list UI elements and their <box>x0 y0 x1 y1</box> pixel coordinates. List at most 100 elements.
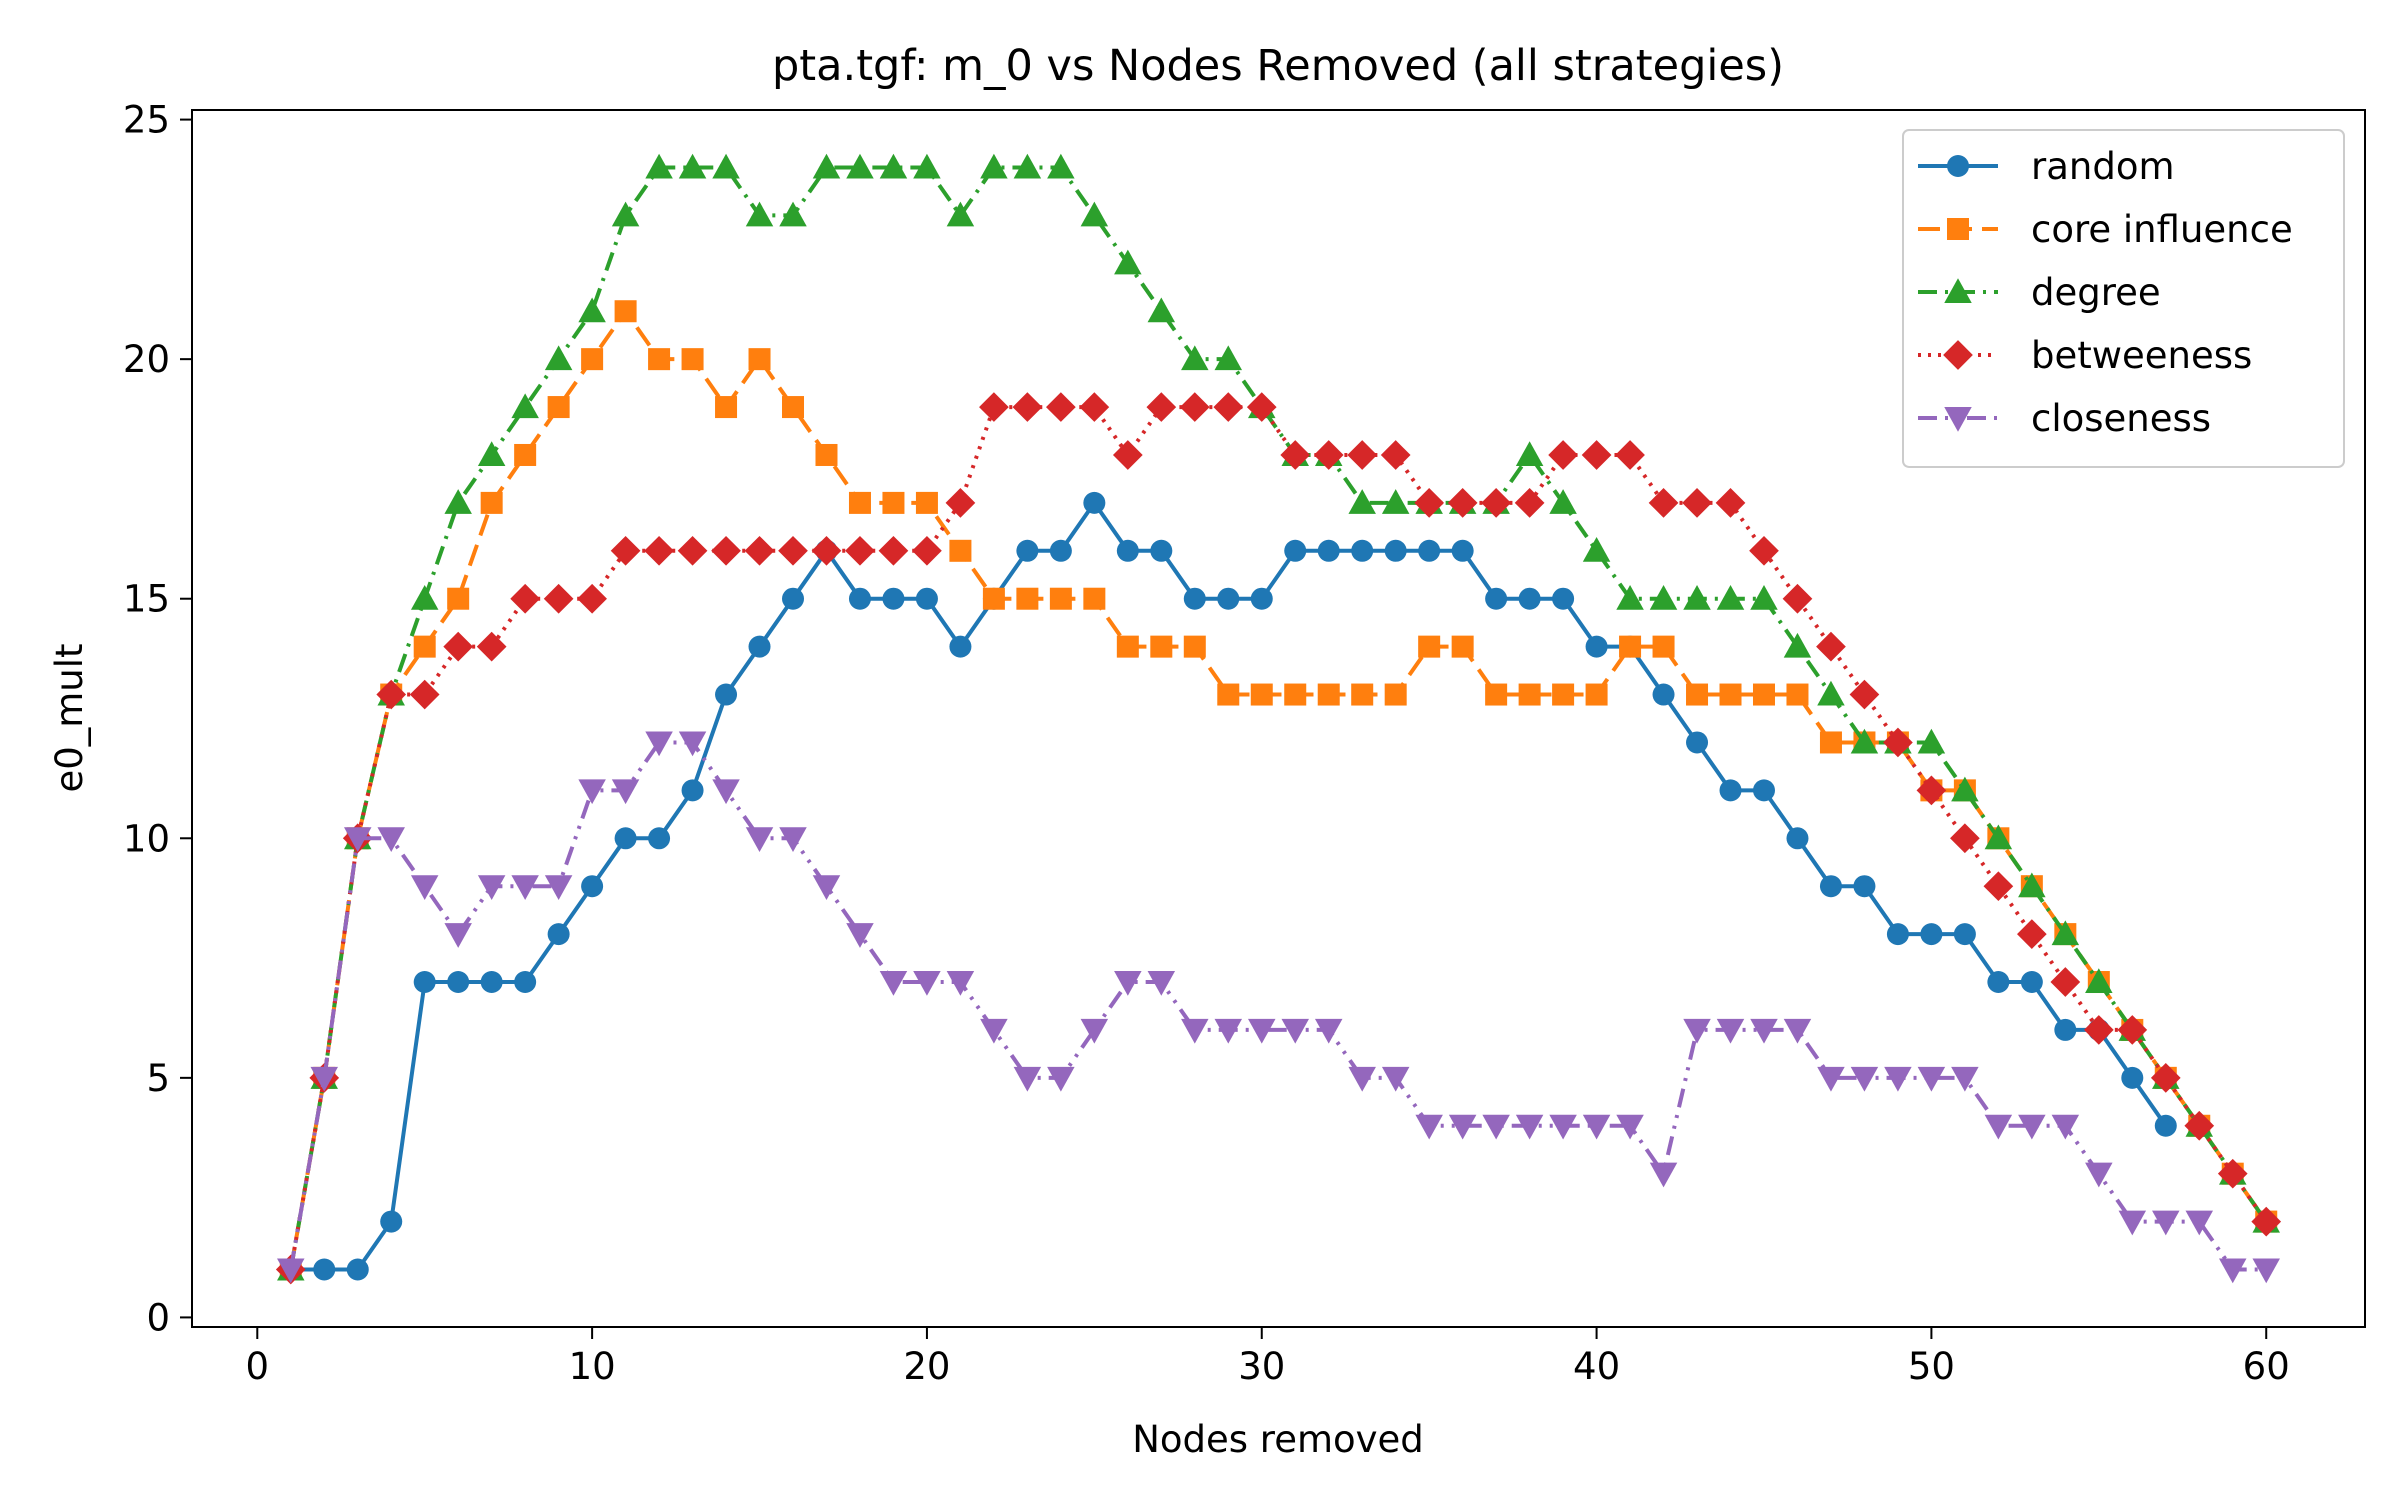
data-point-random <box>1518 587 1541 610</box>
data-point-closeness <box>879 971 908 996</box>
data-point-core-influence <box>447 587 470 610</box>
data-point-core-influence <box>1485 683 1508 706</box>
data-point-degree <box>1214 345 1243 371</box>
data-point-closeness <box>1716 1018 1745 1044</box>
data-point-random <box>782 587 805 610</box>
legend-marker-degree <box>1944 278 1972 303</box>
series-line-degree <box>288 165 2268 1270</box>
data-point-closeness <box>2185 1210 2214 1236</box>
data-point-degree <box>578 297 606 323</box>
data-point-core-influence <box>1083 587 1106 610</box>
data-point-random <box>1083 491 1106 514</box>
data-point-closeness <box>611 779 640 805</box>
data-point-core-influence <box>1451 635 1474 658</box>
legend-marker-core-influence <box>1947 218 1969 240</box>
data-point-closeness <box>645 731 673 757</box>
data-point-closeness <box>1884 1066 1912 1092</box>
data-point-betweeness <box>1715 488 1746 518</box>
data-point-random <box>1686 731 1709 754</box>
data-point-degree <box>1549 489 1577 514</box>
data-point-degree <box>1616 584 1644 610</box>
data-point-degree <box>1013 153 1042 179</box>
data-point-random <box>848 587 871 610</box>
data-point-core-influence <box>581 348 604 371</box>
data-point-degree <box>1683 584 1711 610</box>
data-point-betweeness <box>1548 440 1578 470</box>
data-point-random <box>581 875 604 898</box>
data-point-betweeness <box>1313 440 1344 470</box>
data-point-closeness <box>277 1258 305 1284</box>
data-point-closeness <box>846 923 874 948</box>
data-point-betweeness <box>2217 1158 2248 1189</box>
data-point-closeness <box>2018 1114 2046 1140</box>
data-point-closeness <box>377 827 405 853</box>
data-point-closeness <box>1448 1114 1477 1140</box>
data-point-random <box>1552 587 1575 610</box>
data-point-closeness <box>1549 1114 1577 1140</box>
data-point-closeness <box>1917 1066 1946 1092</box>
data-point-random <box>413 971 436 994</box>
data-point-betweeness <box>1246 392 1277 422</box>
data-point-random <box>1284 539 1307 562</box>
data-point-degree <box>477 441 506 466</box>
data-point-closeness <box>913 971 941 996</box>
data-point-core-influence <box>1116 635 1139 658</box>
data-point-core-influence <box>1686 683 1709 706</box>
data-point-betweeness <box>1146 392 1177 422</box>
data-point-betweeness <box>2251 1206 2282 1237</box>
data-point-degree <box>812 153 841 179</box>
series-closeness <box>277 731 2280 1284</box>
data-point-closeness <box>1582 1114 1611 1140</box>
data-point-degree <box>1750 584 1778 610</box>
data-point-closeness <box>1013 1066 1042 1092</box>
plot-frame <box>191 109 2366 1328</box>
legend-box <box>1902 129 2345 468</box>
data-point-core-influence <box>1217 683 1240 706</box>
data-point-core-influence <box>1384 683 1407 706</box>
data-point-core-influence <box>848 491 871 514</box>
data-point-core-influence <box>1819 731 1842 754</box>
legend-label: closeness <box>2031 397 2211 440</box>
data-point-closeness <box>812 875 841 900</box>
data-point-random <box>1652 683 1675 706</box>
data-point-closeness <box>2051 1114 2080 1140</box>
data-point-betweeness <box>510 583 540 614</box>
data-point-betweeness <box>711 535 741 566</box>
data-point-core-influence <box>1250 683 1273 706</box>
data-point-closeness <box>410 875 439 900</box>
data-point-random <box>1752 779 1775 802</box>
data-point-betweeness <box>1950 823 1980 854</box>
data-point-core-influence <box>1518 683 1541 706</box>
data-point-closeness <box>1850 1066 1879 1092</box>
data-point-closeness <box>1951 1066 1979 1092</box>
data-point-degree <box>645 153 673 179</box>
data-point-closeness <box>1817 1066 1845 1092</box>
legend-item-degree: degree <box>1918 271 2161 314</box>
data-point-closeness <box>1616 1114 1644 1140</box>
data-point-closeness <box>343 827 372 853</box>
data-point-core-influence <box>1150 635 1173 658</box>
data-point-betweeness <box>2050 967 2081 997</box>
legend-item-random: random <box>1918 145 2175 188</box>
data-point-random <box>547 923 570 946</box>
data-point-core-influence <box>413 635 436 658</box>
data-point-core-influence <box>915 491 938 514</box>
data-point-betweeness <box>2117 1015 2148 1045</box>
data-point-core-influence <box>882 491 905 514</box>
data-point-degree <box>1984 824 2013 850</box>
legend-item-core-influence: core influence <box>1918 208 2293 251</box>
data-point-random <box>1116 539 1139 562</box>
data-point-betweeness <box>2150 1063 2181 1093</box>
series-random <box>279 491 2177 1281</box>
data-point-betweeness <box>845 535 875 566</box>
data-point-closeness <box>1683 1018 1711 1044</box>
data-point-degree <box>846 153 874 179</box>
data-point-betweeness <box>778 535 808 566</box>
data-point-closeness <box>1181 1018 1209 1044</box>
data-point-core-influence <box>748 348 771 371</box>
data-point-degree <box>611 201 640 227</box>
data-point-core-influence <box>1752 683 1775 706</box>
data-point-random <box>1016 539 1039 562</box>
data-point-core-influence <box>514 443 537 466</box>
